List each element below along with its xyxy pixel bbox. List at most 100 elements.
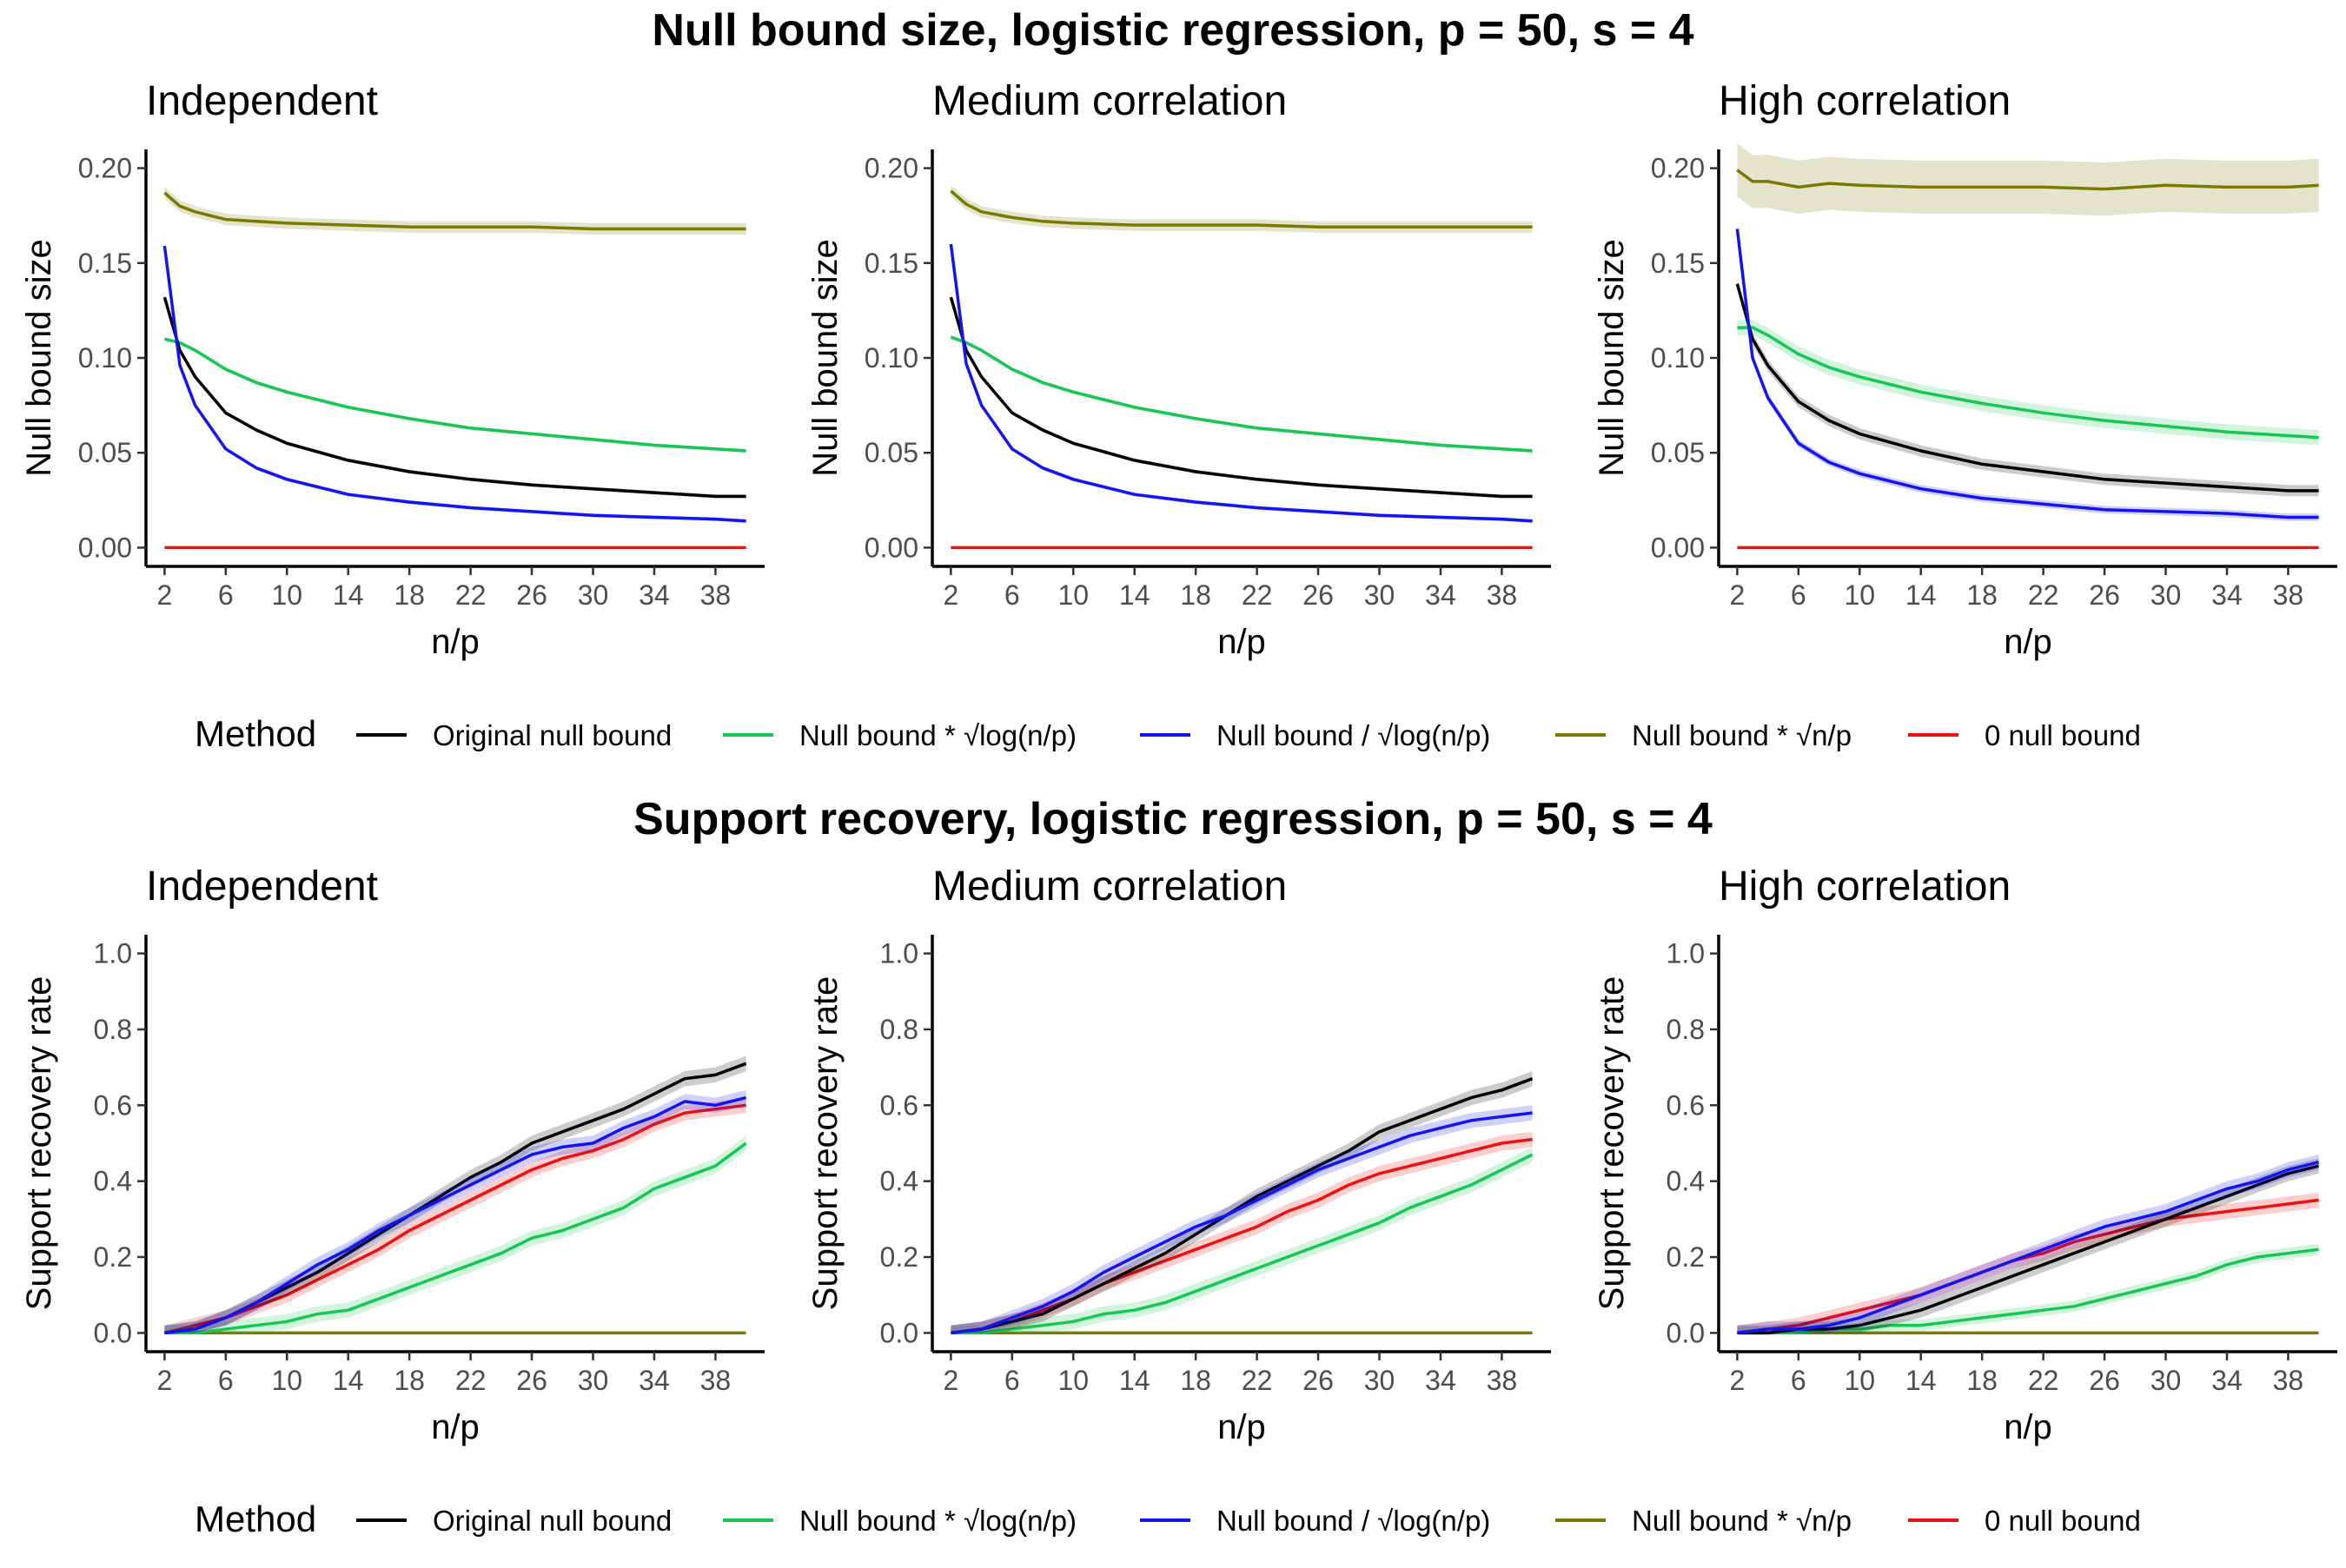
y-tick-label: 0.05 [1651, 437, 1705, 468]
series-div_log-band [1737, 1154, 2319, 1333]
y-tick-label: 0.20 [865, 153, 918, 184]
x-tick-label: 2 [943, 1365, 958, 1396]
series-mult_log [163, 337, 746, 453]
series-orig [951, 1071, 1534, 1335]
x-tick-label: 26 [516, 579, 547, 611]
x-tick-label: 2 [1729, 579, 1745, 611]
legend-label-mult_log: Null bound * √log(n/p) [799, 719, 1077, 751]
y-tick-label: 0.00 [865, 532, 918, 563]
x-tick-label: 14 [1119, 1365, 1150, 1396]
legend-item-mult_np: Null bound * √n/p [1555, 1505, 1852, 1537]
legend-item-orig: Original null bound [356, 1505, 672, 1537]
x-tick-label: 38 [700, 1365, 732, 1396]
y-tick-label: 0.2 [94, 1241, 132, 1273]
x-tick-label: 38 [700, 579, 732, 611]
x-axis-label: n/p [1217, 623, 1266, 661]
x-tick-label: 34 [2211, 579, 2243, 611]
legend-label-mult_np: Null bound * √n/p [1632, 719, 1852, 751]
y-tick-label: 0.10 [865, 342, 918, 374]
y-tick-label: 1.0 [880, 938, 918, 969]
series-zero-band [1737, 1192, 2319, 1333]
y-tick-label: 0.2 [1667, 1241, 1705, 1273]
series-zero-line [1737, 1198, 2319, 1335]
y-tick-label: 0.0 [1667, 1317, 1705, 1348]
x-tick-label: 14 [1905, 579, 1937, 611]
series-div_log-line [1735, 228, 2319, 519]
x-tick-label: 6 [1004, 579, 1020, 611]
y-tick-label: 0.05 [78, 437, 132, 468]
x-tick-label: 6 [1791, 1365, 1806, 1396]
x-tick-label: 26 [1302, 1365, 1334, 1396]
x-tick-label: 2 [156, 1365, 172, 1396]
series-mult_log-line [163, 337, 746, 453]
series-orig [1737, 1158, 2320, 1335]
series-mult_log-band [1737, 320, 2319, 446]
x-tick-label: 34 [2211, 1365, 2243, 1396]
y-tick-label: 1.0 [94, 938, 132, 969]
series-orig [162, 294, 746, 499]
x-tick-label: 30 [2150, 1365, 2182, 1396]
panel-title: Medium correlation [932, 863, 1287, 910]
x-tick-label: 30 [578, 1365, 609, 1396]
series-orig-band [951, 1071, 1533, 1333]
x-tick-label: 10 [1057, 579, 1089, 611]
x-tick-label: 18 [1180, 579, 1211, 611]
legend-label-zero: 0 null bound [1985, 1505, 2141, 1537]
series-div_log [949, 241, 1533, 523]
series-mult_log-line [164, 1141, 747, 1335]
row-title-support-recovery: Support recovery, logistic regression, p… [633, 794, 1713, 844]
series-mult_np-line [950, 189, 1533, 229]
panel-title: Medium correlation [932, 78, 1287, 124]
series-mult_np-band [1737, 143, 2319, 216]
y-tick-label: 0.8 [94, 1014, 132, 1045]
series-mult_log-line [950, 335, 1533, 453]
y-tick-label: 0.6 [94, 1089, 132, 1121]
panel-title: Independent [146, 863, 378, 910]
y-axis-label: Support recovery rate [20, 976, 58, 1311]
x-axis-label: n/p [431, 623, 480, 661]
x-tick-label: 34 [1425, 1365, 1456, 1396]
series-mult_log [1737, 320, 2319, 446]
x-tick-label: 30 [1364, 579, 1395, 611]
series-div_log-band [1737, 225, 2319, 521]
series-div_log-line [951, 1111, 1533, 1335]
y-tick-label: 0.15 [1651, 248, 1705, 279]
series-div_log [164, 1089, 747, 1335]
legend-title: Method [195, 1499, 316, 1539]
series-div_log-band [951, 1105, 1533, 1333]
x-tick-label: 26 [516, 1365, 547, 1396]
x-tick-label: 30 [1364, 1365, 1395, 1396]
legend-label-orig: Original null bound [433, 1505, 672, 1537]
x-tick-label: 18 [394, 1365, 425, 1396]
series-orig-line [949, 296, 1533, 499]
y-tick-label: 0.4 [94, 1166, 132, 1197]
x-tick-label: 18 [394, 579, 425, 611]
series-mult_np [163, 187, 746, 235]
y-tick-label: 0.10 [1651, 342, 1705, 374]
legend-label-zero: 0 null bound [1985, 719, 2141, 751]
x-tick-label: 10 [1844, 579, 1875, 611]
legend-item-orig: Original null bound [356, 719, 672, 751]
series-mult_log-line [951, 1153, 1534, 1335]
series-div_log [162, 244, 746, 523]
series-mult_np-band [951, 185, 1533, 233]
y-tick-label: 0.05 [865, 437, 918, 468]
series-orig-band [164, 1055, 746, 1333]
x-tick-label: 6 [218, 579, 234, 611]
x-tick-label: 22 [1242, 1365, 1273, 1396]
series-div_log-band [164, 1089, 746, 1333]
legend-label-mult_log: Null bound * √log(n/p) [799, 1505, 1077, 1537]
legend-item-mult_np: Null bound * √n/p [1555, 719, 1852, 751]
y-axis-label: Null bound size [1593, 239, 1631, 477]
y-tick-label: 0.4 [880, 1166, 918, 1197]
y-tick-label: 0.0 [880, 1317, 918, 1348]
legend-label-mult_np: Null bound * √n/p [1632, 1505, 1852, 1537]
series-div_log-line [162, 245, 746, 523]
x-tick-label: 38 [2273, 1365, 2304, 1396]
x-tick-label: 14 [1905, 1365, 1937, 1396]
